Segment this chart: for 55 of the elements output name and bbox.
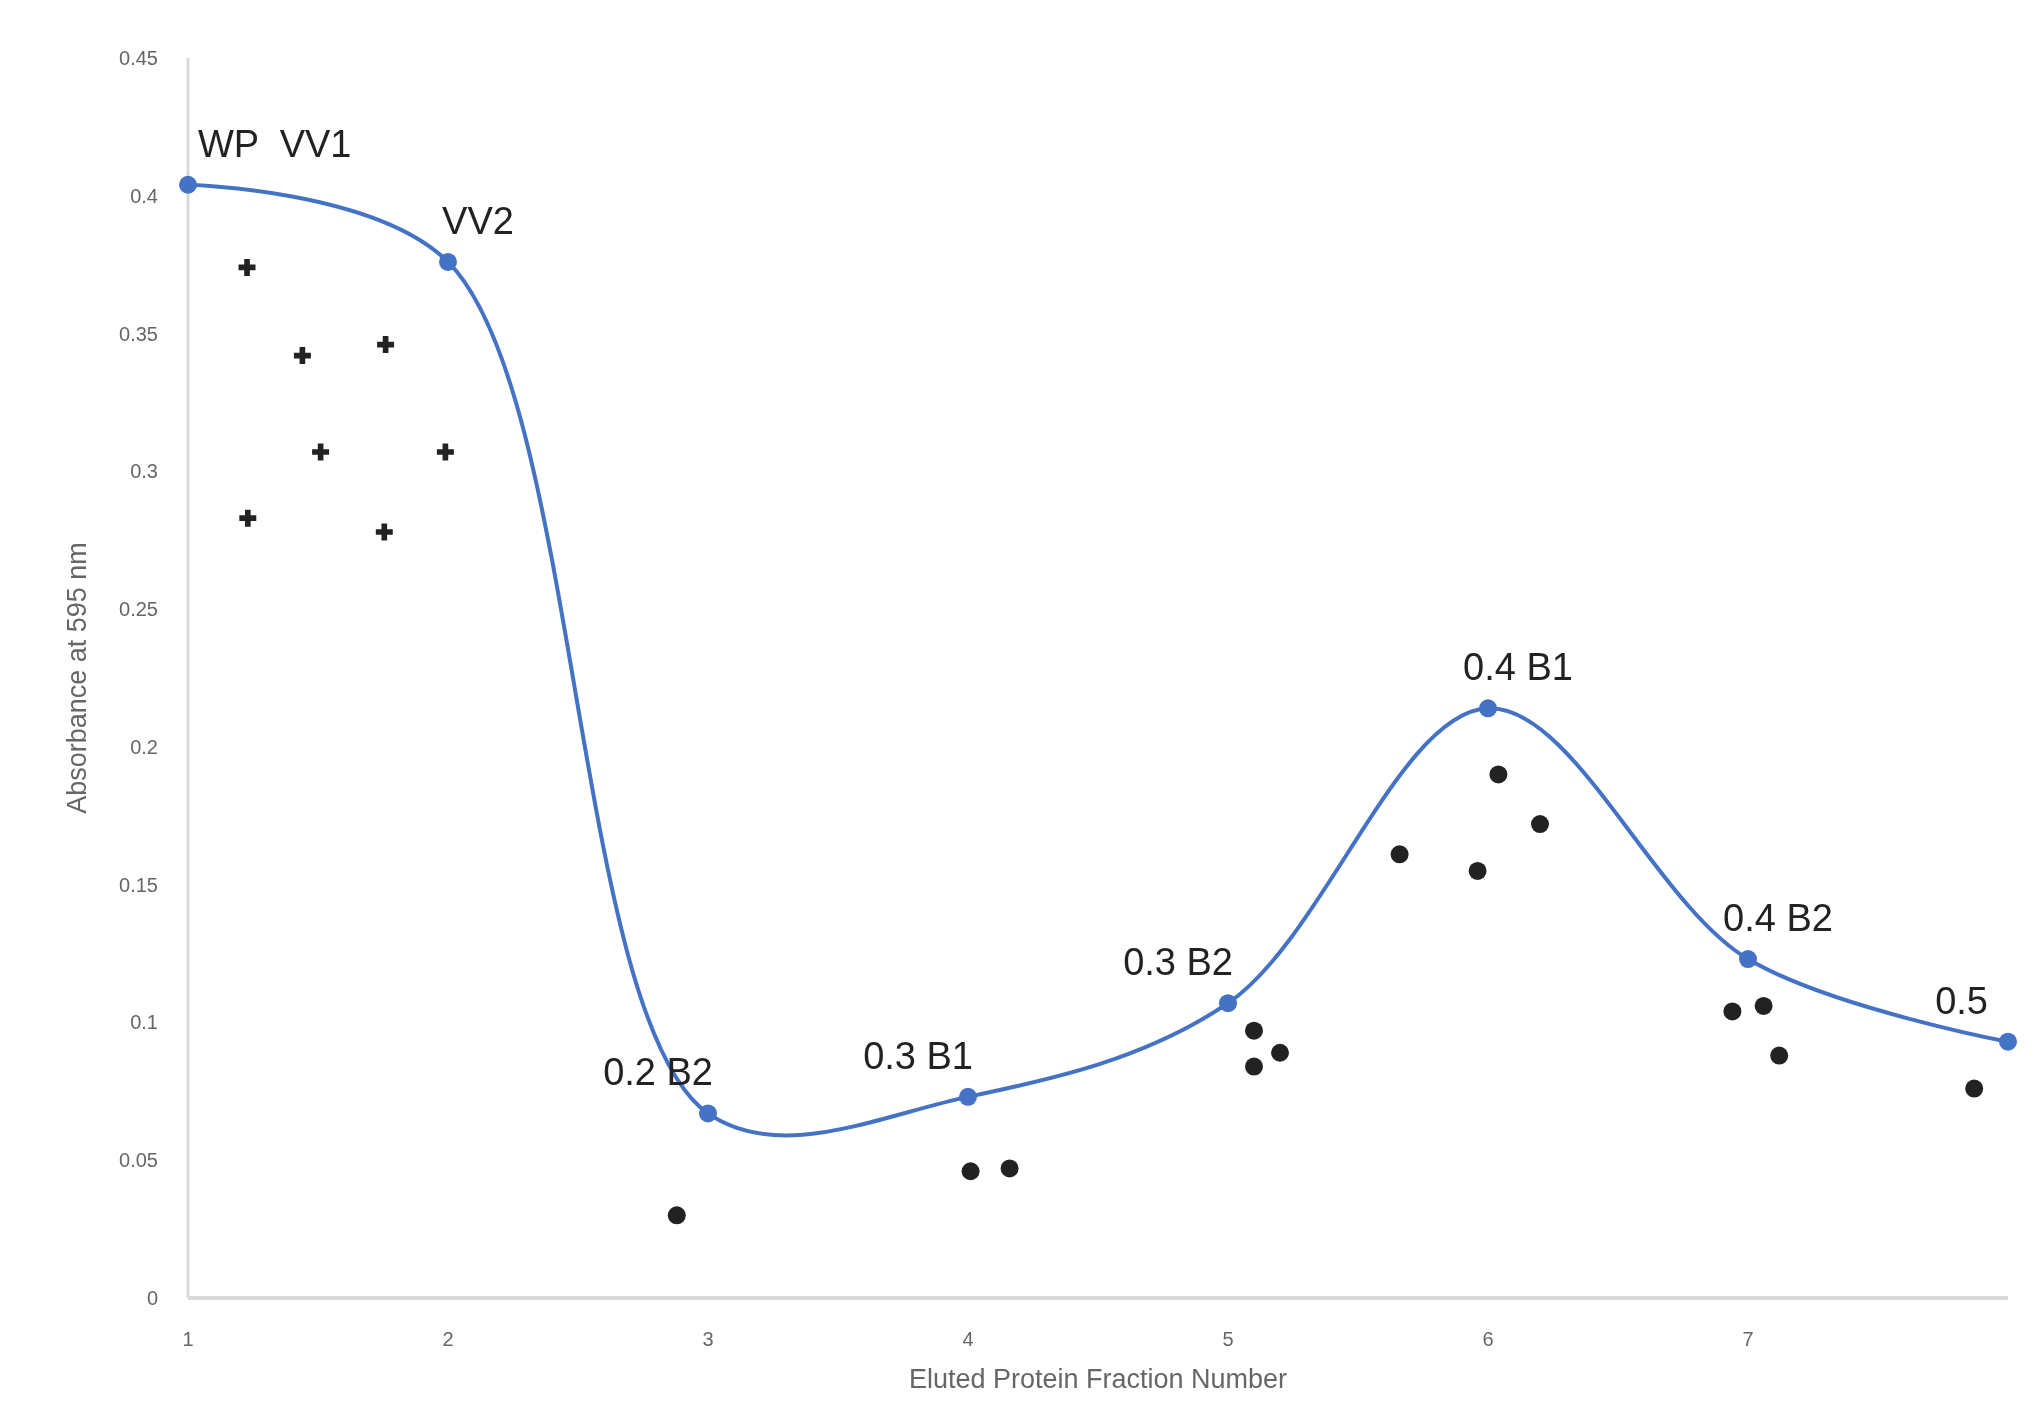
annotation: VV2 bbox=[442, 199, 514, 242]
point bbox=[239, 509, 257, 527]
annotation: 0.4 B2 bbox=[1723, 897, 1833, 940]
y-tick-label: 0.45 bbox=[119, 47, 158, 69]
point bbox=[375, 523, 393, 541]
point bbox=[1999, 1032, 2017, 1051]
point bbox=[1000, 1159, 1019, 1178]
point bbox=[1390, 845, 1409, 864]
y-tick-label: 0.4 bbox=[130, 184, 158, 207]
point bbox=[959, 1087, 977, 1106]
x-tick-label: 7 bbox=[1742, 1328, 1754, 1350]
annotation: 0.3 B2 bbox=[1123, 941, 1233, 984]
x-tick-label: 3 bbox=[702, 1328, 714, 1350]
point bbox=[1271, 1043, 1289, 1062]
annotation: 0.4 B1 bbox=[1463, 646, 1573, 689]
point bbox=[699, 1104, 717, 1123]
y-tick-label: 0.35 bbox=[119, 322, 158, 345]
point bbox=[1468, 861, 1487, 880]
x-axis-title: Eluted Protein Fraction Number bbox=[908, 1364, 1288, 1394]
point bbox=[961, 1162, 980, 1181]
y-tick-label: 0.25 bbox=[119, 598, 158, 621]
annotation: WP VV1 bbox=[198, 122, 352, 165]
y-tick-label: 0.3 bbox=[130, 460, 158, 483]
point bbox=[293, 347, 311, 365]
point bbox=[1245, 1057, 1263, 1076]
point bbox=[1219, 994, 1237, 1013]
point bbox=[1754, 996, 1773, 1015]
annotation: 0.3 B1 bbox=[863, 1034, 973, 1077]
y-tick-label: 0.05 bbox=[119, 1149, 158, 1172]
point bbox=[1723, 1002, 1742, 1021]
y-tick-label: 0.2 bbox=[130, 735, 158, 758]
y-axis-title: Absorbance at 595 nm bbox=[62, 542, 92, 814]
point bbox=[238, 258, 256, 276]
point bbox=[1739, 950, 1757, 969]
point bbox=[1479, 699, 1497, 718]
x-tick-label: 2 bbox=[442, 1328, 454, 1350]
point bbox=[436, 443, 454, 461]
x-tick-label: 5 bbox=[1222, 1328, 1234, 1350]
point bbox=[1489, 765, 1508, 784]
point bbox=[1770, 1046, 1789, 1065]
point bbox=[1245, 1021, 1263, 1040]
annotation: 0.5 bbox=[1935, 979, 1988, 1022]
x-tick-label: 1 bbox=[182, 1328, 194, 1350]
x-tick-label: 4 bbox=[962, 1328, 974, 1350]
y-tick-label: 0.1 bbox=[130, 1011, 158, 1034]
point bbox=[439, 252, 457, 271]
point bbox=[1531, 815, 1549, 834]
point bbox=[1965, 1079, 1984, 1098]
point bbox=[312, 443, 330, 461]
point bbox=[377, 336, 395, 354]
point bbox=[179, 175, 197, 194]
point bbox=[667, 1206, 686, 1225]
y-tick-label: 0.15 bbox=[119, 873, 158, 896]
y-tick-label: 0 bbox=[146, 1287, 158, 1309]
x-tick-label: 6 bbox=[1482, 1328, 1494, 1350]
